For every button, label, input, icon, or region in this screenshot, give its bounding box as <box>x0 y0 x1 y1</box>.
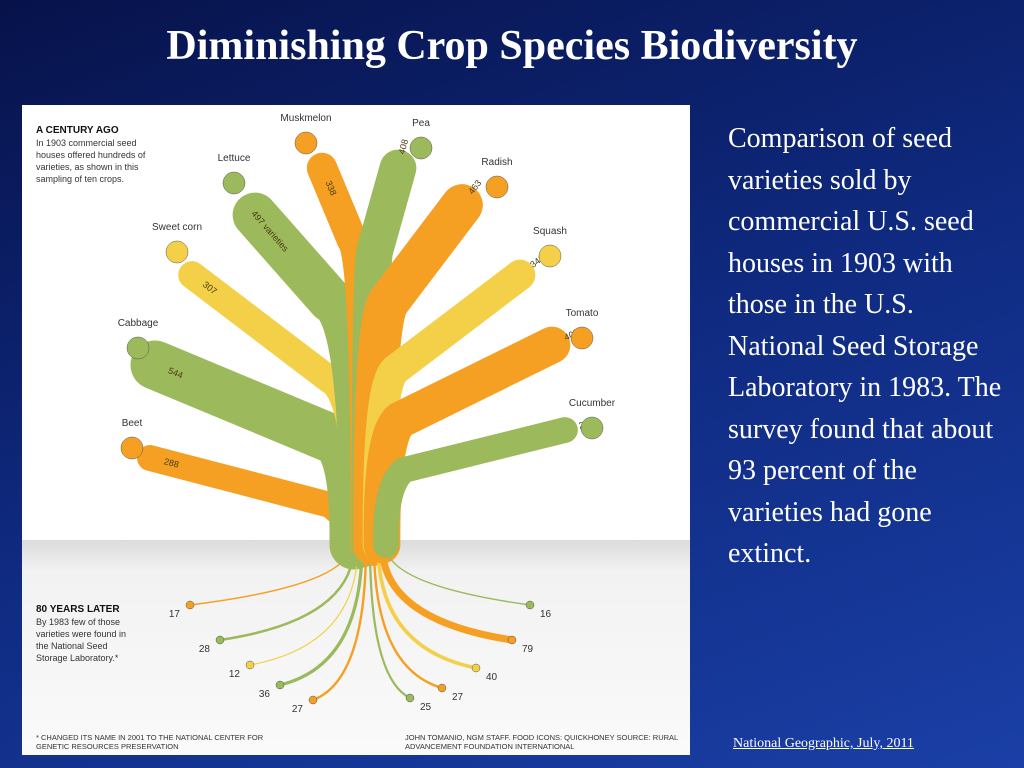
crop-icon <box>294 131 318 155</box>
crop-icon <box>570 326 594 350</box>
branch-1983 <box>279 544 364 687</box>
footnote-text: * CHANGED ITS NAME IN 2001 TO THE NATION… <box>36 733 264 751</box>
value-label-1983: 79 <box>522 644 534 655</box>
branch-1983 <box>385 544 531 606</box>
branch-1983 <box>376 544 477 670</box>
value-label: 408 <box>396 138 410 155</box>
value-label-1983: 40 <box>486 672 498 683</box>
value-label-1983: 28 <box>199 644 211 655</box>
value-label-1983: 36 <box>259 689 271 700</box>
crop-icon <box>409 136 433 160</box>
crop-icon <box>222 171 246 195</box>
crop-icon-small <box>507 635 517 645</box>
crop-label: Lettuce <box>218 153 251 164</box>
later: By 1983 few of those varieties were foun… <box>36 617 127 663</box>
crop-icon-small <box>308 695 318 705</box>
crop-icon <box>538 244 562 268</box>
panel-bottom <box>22 540 690 755</box>
crop-icon-small <box>185 600 195 610</box>
crop-icon-small <box>275 680 285 690</box>
crop-label: Sweet corn <box>152 222 202 233</box>
crop-icon <box>126 336 150 360</box>
credits: JOHN TOMANIO, NGM STAFF. FOOD ICONS: QUI… <box>405 733 678 751</box>
value-label-1983: 27 <box>292 704 304 715</box>
branch-1983 <box>368 544 411 700</box>
source-link[interactable]: National Geographic, July, 2011 <box>733 736 914 751</box>
body-text: Comparison of seed varieties sold by com… <box>728 123 1002 569</box>
value-label-1983: 27 <box>452 692 464 703</box>
series-name: A CENTURY AGO <box>36 125 119 136</box>
crop-label: Tomato <box>566 308 599 319</box>
branch-1983 <box>312 544 368 702</box>
branch-1983 <box>249 544 359 666</box>
crop-icon <box>580 416 604 440</box>
value-label-1983: 12 <box>229 669 241 680</box>
crop-icon-small <box>437 683 447 693</box>
branch-1903 <box>373 417 578 558</box>
later-text: By 1983 few of those varieties were foun… <box>36 617 127 663</box>
value-label: 288 <box>163 456 180 469</box>
value-label-1983: 17 <box>169 609 181 620</box>
crop-icon <box>165 240 189 264</box>
intro-text: In 1903 commercial seed houses offered h… <box>36 138 146 184</box>
crop-icon-small <box>245 660 255 670</box>
crop-icon-small <box>471 663 481 673</box>
crop-icon-small <box>215 635 225 645</box>
crop-label: Cabbage <box>118 318 159 329</box>
intro: In 1903 commercial seed houses offered h… <box>36 138 146 184</box>
branch-1983 <box>372 544 443 690</box>
series-name: 80 YEARS LATER <box>36 604 120 615</box>
crop-icon-small <box>405 693 415 703</box>
crop-label: Squash <box>533 226 567 237</box>
crop-label: Cucumber <box>569 398 616 409</box>
crop-label: Pea <box>412 118 430 129</box>
slide-title: Diminishing Crop Species Biodiversity <box>166 23 858 69</box>
infographic: A CENTURY AGO In 1903 commercial seed ho… <box>22 105 690 755</box>
crop-label: Muskmelon <box>280 113 331 124</box>
value-label-1983: 16 <box>540 609 552 620</box>
crop-icon <box>485 175 509 199</box>
footnote: * CHANGED ITS NAME IN 2001 TO THE NATION… <box>36 733 264 751</box>
crop-label: Beet <box>122 418 143 429</box>
crop-icon <box>120 436 144 460</box>
crop-icon-small <box>525 600 535 610</box>
value-label-1983: 25 <box>420 702 432 713</box>
branch-1983 <box>378 544 513 644</box>
credits-text: JOHN TOMANIO, NGM STAFF. FOOD ICONS: QUI… <box>405 733 678 751</box>
crop-label: Radish <box>481 157 512 168</box>
